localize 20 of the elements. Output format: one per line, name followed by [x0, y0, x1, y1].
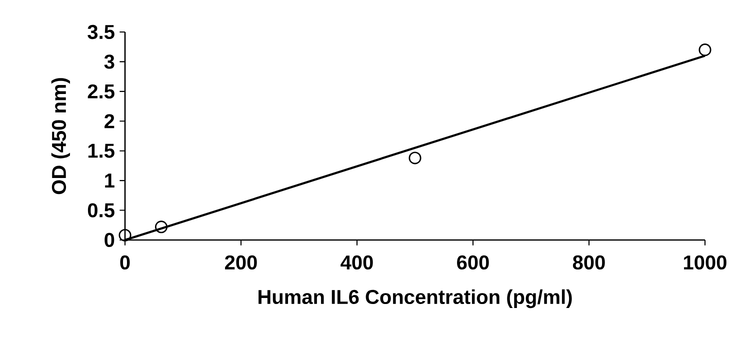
y-tick-label: 2 [104, 114, 114, 128]
y-axis-title: OD (450 nm) [51, 78, 70, 194]
point [118, 228, 132, 242]
x-tick-label: 800 [572, 255, 605, 270]
point [698, 44, 712, 56]
x-tick-label: 400 [340, 255, 373, 270]
x-tick-label: 200 [225, 255, 257, 270]
y-tick-label: 0 [104, 232, 114, 248]
x-axis-title: Human IL6 Concentration (pg/ml) [258, 289, 572, 308]
point [408, 152, 422, 164]
x-tick-label: 1000 [684, 255, 726, 270]
y-tick-label: 0.5 [88, 203, 114, 218]
x-tick-label: 0 [120, 255, 130, 270]
y-tick-label: 3.5 [88, 24, 114, 40]
point [154, 220, 168, 234]
y-tick-label: 1.5 [88, 144, 114, 158]
y-tick-label: 3 [104, 54, 114, 69]
y-tick-label: 2.5 [88, 84, 114, 98]
x-tick-label: 600 [457, 255, 489, 270]
y-tick-label: 1 [105, 174, 114, 188]
